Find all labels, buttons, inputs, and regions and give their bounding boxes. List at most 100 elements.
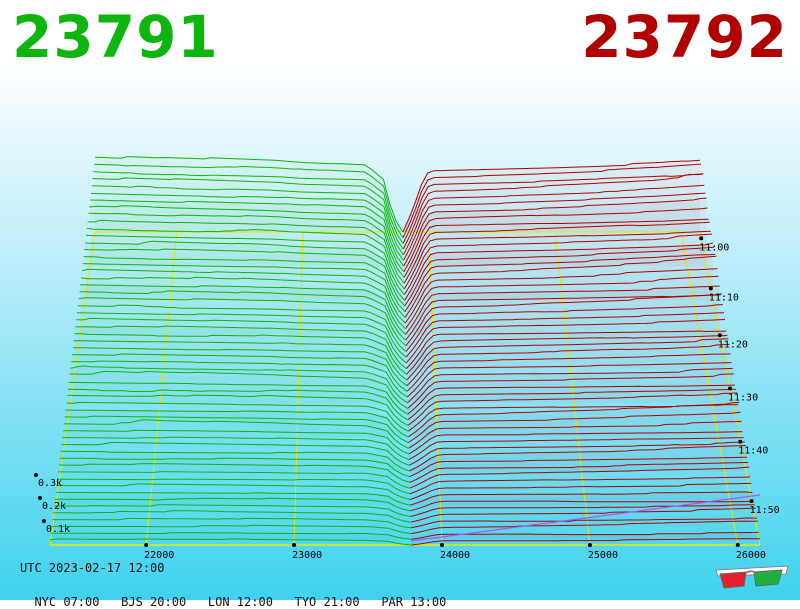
time-tick-mark — [717, 333, 722, 338]
ask-depth-line — [405, 285, 720, 335]
ask-depth-line — [408, 441, 745, 466]
bid-depth-line — [85, 234, 405, 295]
ask-depth-line — [408, 401, 740, 438]
grid-line — [680, 231, 739, 546]
bid-depth-line — [62, 436, 409, 461]
city-time: LON 12:00 — [207, 595, 273, 609]
city-time: PAR 13:00 — [381, 595, 447, 609]
3d-glasses-icon[interactable] — [712, 560, 792, 592]
z-tick-mark — [42, 519, 46, 523]
ask-depth-line — [408, 431, 743, 455]
bid-depth-line — [71, 360, 408, 398]
time-tick-label: 11:00 — [699, 242, 729, 253]
bid-depth-line — [86, 227, 405, 290]
depth-lines-layer — [49, 156, 761, 546]
bid-depth-line — [59, 457, 410, 478]
time-tick-mark — [708, 286, 713, 291]
time-tick-mark — [749, 499, 754, 504]
z-tick-label: 0.3k — [38, 478, 62, 489]
ask-depth-line — [407, 388, 737, 421]
bid-depth-line — [91, 185, 404, 256]
axes-layer: 22000 23000 24000 25000 26000 0.1k 0.2k 0.3k 11:… — [34, 236, 780, 561]
bid-depth-line — [79, 290, 406, 341]
bid-depth-line — [74, 333, 407, 375]
bid-depth-line — [57, 478, 410, 495]
time-tick-label: 11:50 — [750, 505, 780, 516]
bid-depth-line — [80, 284, 406, 335]
bid-depth-line — [60, 450, 410, 472]
bid-depth-line — [67, 394, 409, 426]
bid-depth-line — [61, 441, 410, 466]
ask-depth-line — [410, 517, 757, 529]
ask-depth-line — [404, 233, 713, 295]
ask-depth-line — [402, 173, 703, 244]
ask-depth-line — [402, 159, 701, 233]
ask-depth-line — [403, 221, 710, 284]
ask-depth-line — [402, 173, 704, 250]
ask-depth-line — [404, 253, 716, 312]
ask-depth-line — [410, 520, 758, 535]
bid-depth-line — [81, 268, 406, 324]
bid-depth-line — [83, 256, 406, 313]
bid-depth-line — [89, 205, 405, 273]
bid-depth-line — [94, 163, 404, 238]
ask-depth-line — [405, 293, 722, 347]
utc-time: UTC 2023-02-17 12:00 — [20, 561, 165, 575]
ask-depth-line — [410, 504, 755, 517]
bid-depth-line — [73, 340, 408, 381]
time-tick-mark — [728, 386, 732, 391]
z-tick-label: 0.2k — [42, 501, 66, 512]
ask-depth-line — [410, 500, 754, 512]
depth-fill-layer — [51, 157, 759, 540]
bid-depth-line — [72, 353, 408, 392]
bid-depth-fill — [61, 451, 410, 471]
ask-depth-line — [411, 531, 759, 540]
bid-depth-line — [68, 381, 408, 415]
bid-depth-line — [85, 240, 405, 301]
bid-depth-line — [63, 429, 409, 455]
x-tick-label: 26000 — [736, 550, 766, 561]
ask-depth-line — [404, 268, 718, 324]
bid-depth-line — [49, 538, 412, 546]
bid-depth-line — [82, 263, 406, 318]
time-tick-label: 11:30 — [728, 393, 758, 404]
x-tick-label: 24000 — [440, 550, 470, 561]
bid-depth-line — [66, 401, 409, 432]
ask-depth-line — [403, 218, 709, 278]
bid-depth-line — [64, 415, 409, 444]
time-tick-label: 11:20 — [718, 339, 748, 350]
bid-depth-fill — [75, 326, 406, 369]
ask-depth-line — [409, 482, 752, 500]
ask-depth-line — [408, 437, 744, 461]
bid-depth-line — [54, 504, 411, 517]
ask-depth-line — [408, 420, 742, 449]
ask-depth-line — [409, 466, 750, 489]
bid-depth-line — [90, 199, 405, 267]
ask-price: 23792 — [581, 3, 788, 71]
bid-depth-line — [56, 483, 411, 500]
ask-depth-line — [406, 338, 729, 381]
ask-depth-line — [409, 456, 747, 478]
ask-depth-line — [404, 255, 717, 318]
bid-depth-line — [58, 471, 410, 489]
ask-depth-line — [410, 491, 753, 506]
bid-depth-line — [67, 388, 409, 421]
x-tick-mark — [292, 543, 297, 547]
city-time: BJS 20:00 — [121, 595, 187, 609]
x-tick-mark — [587, 543, 592, 547]
bid-depth-line — [50, 532, 412, 540]
ask-depth-line — [402, 163, 702, 238]
ask-depth-line — [409, 462, 749, 483]
ask-depth-line — [406, 319, 726, 364]
x-tick-label: 25000 — [588, 550, 618, 561]
ask-depth-line — [409, 476, 751, 495]
ask-depth-line — [406, 335, 728, 375]
ask-depth-line — [406, 330, 727, 369]
ask-depth-line — [407, 373, 734, 409]
time-tick-label: 11:40 — [738, 446, 768, 457]
grid-line — [293, 231, 304, 546]
bid-depth-line — [92, 177, 404, 250]
bid-depth-line — [55, 491, 411, 506]
x-tick-label: 22000 — [144, 550, 174, 561]
